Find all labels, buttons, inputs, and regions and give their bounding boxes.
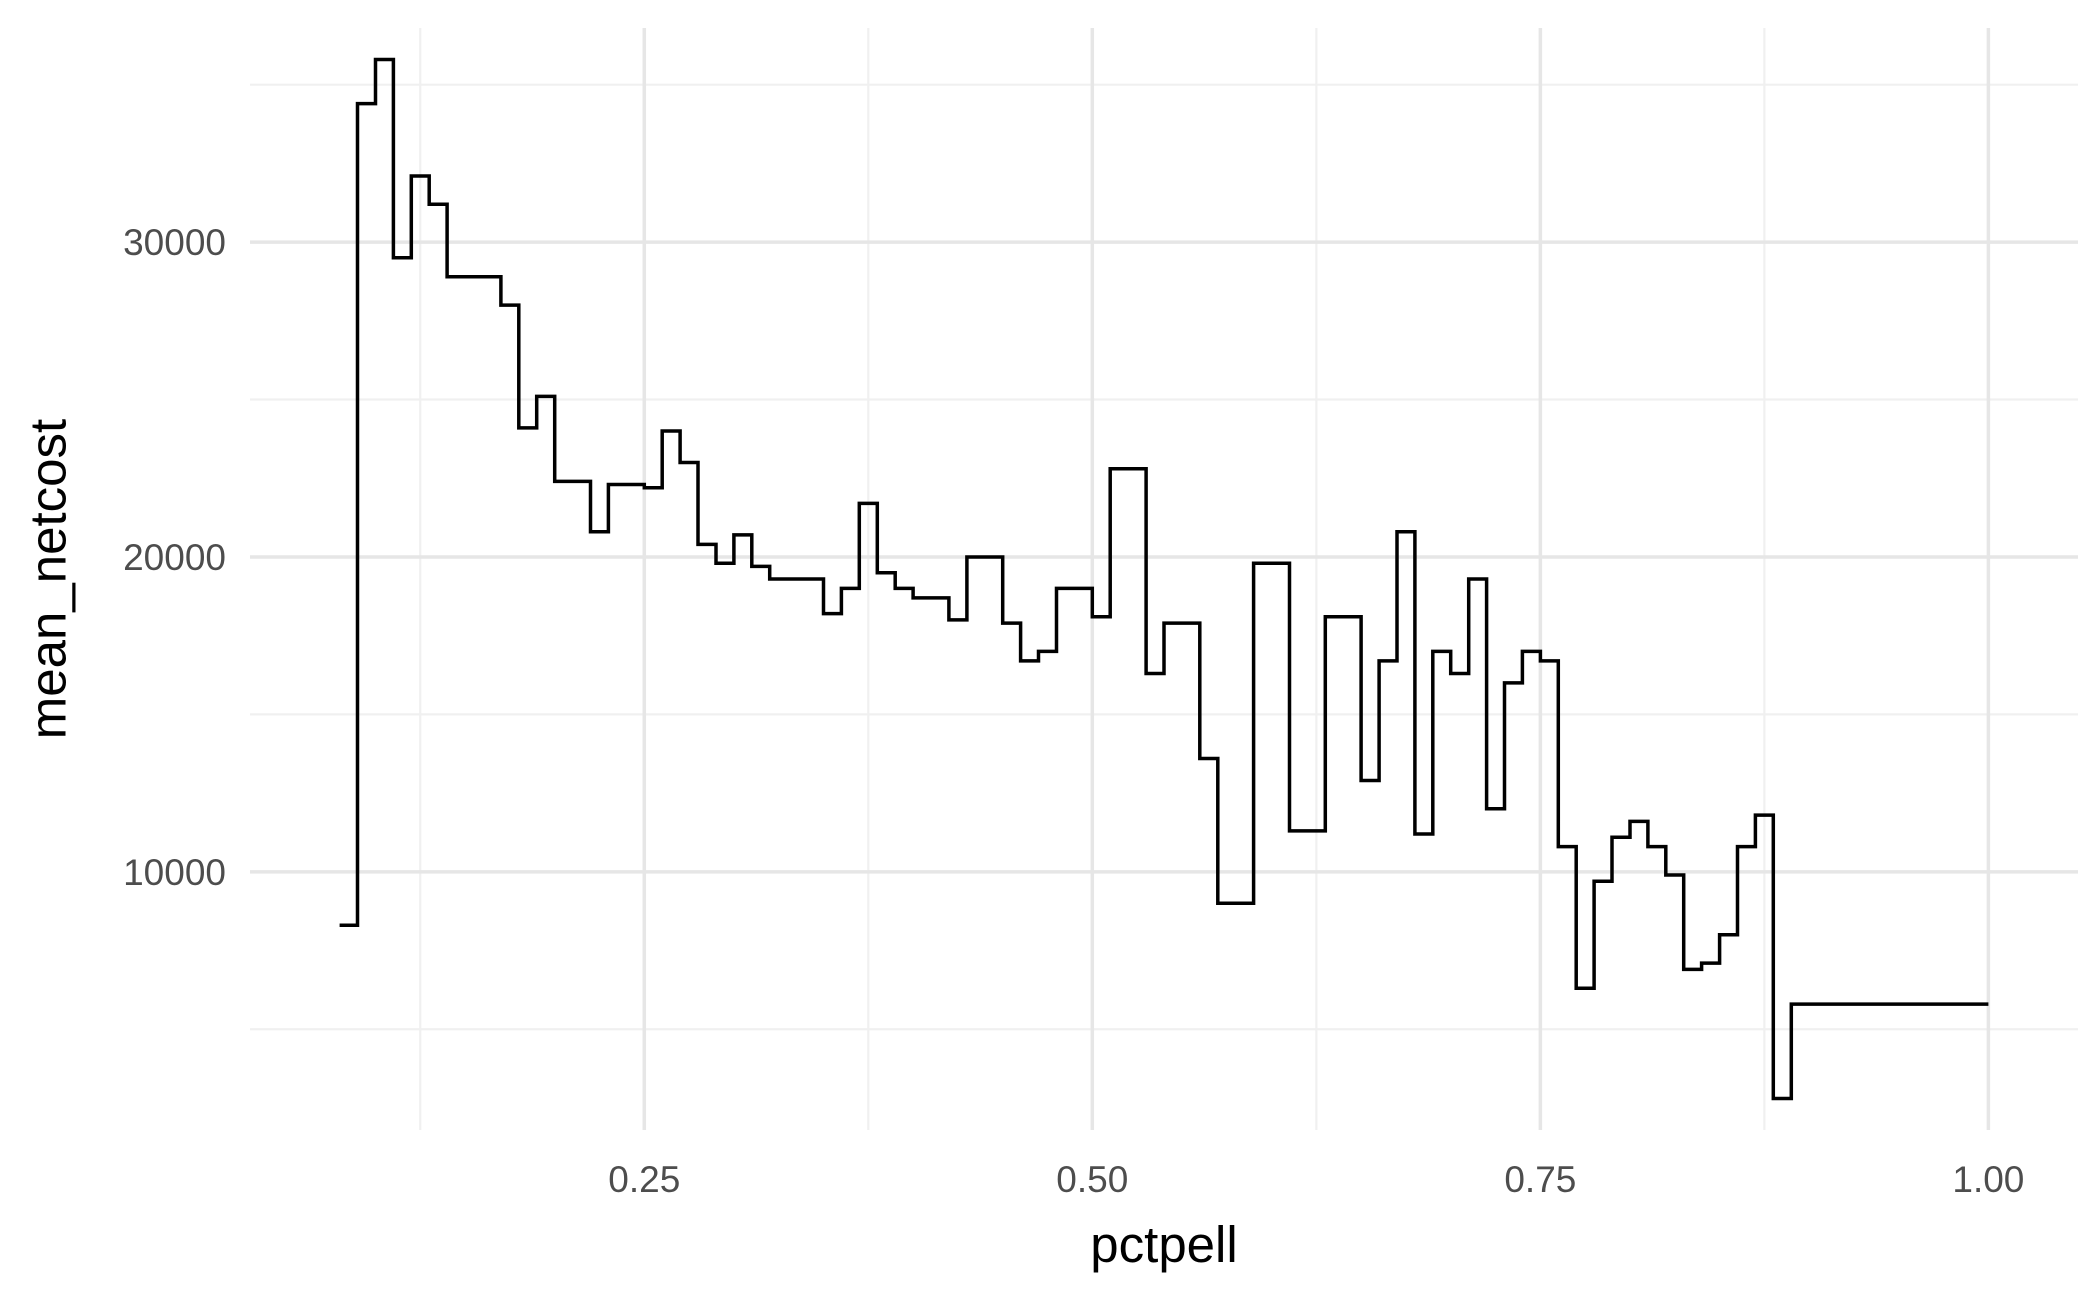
series-step-line-0 [339, 57, 1989, 1101]
x-axis-tick-labels: 0.25 0.50 0.75 1.00 [608, 1159, 2024, 1200]
series-layer [339, 57, 1989, 1101]
y-axis-title: mean_netcost [19, 419, 76, 739]
y-axis-tick-labels: 10000 20000 30000 [123, 222, 226, 893]
x-tick-label-2: 0.75 [1504, 1159, 1576, 1200]
x-tick-label-3: 1.00 [1952, 1159, 2024, 1200]
y-tick-label-2: 30000 [123, 222, 226, 263]
x-tick-label-0: 0.25 [608, 1159, 680, 1200]
x-tick-label-1: 0.50 [1056, 1159, 1128, 1200]
y-tick-label-1: 20000 [123, 537, 226, 578]
x-axis-title: pctpell [1090, 1216, 1237, 1273]
y-tick-label-0: 10000 [123, 852, 226, 893]
